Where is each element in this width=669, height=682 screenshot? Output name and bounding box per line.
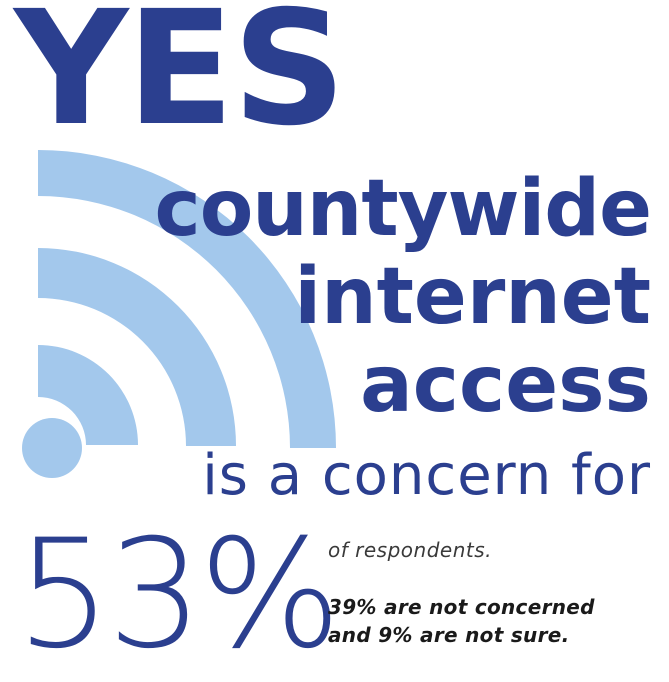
infographic: YES countywide internet access is a conc…	[14, 0, 652, 670]
wifi-icon	[22, 150, 336, 478]
headline-internet: internet	[294, 252, 651, 342]
wifi-arc-middle	[38, 248, 236, 446]
stat-note-line1: 39% are not concerned	[328, 595, 595, 619]
headline-yes: YES	[14, 0, 346, 161]
wifi-arc-inner	[38, 345, 138, 445]
stat-note-line2: and 9% are not sure.	[328, 623, 570, 647]
wifi-dot	[22, 418, 82, 478]
headline-access: access	[360, 340, 651, 430]
headline-concern: is a concern for	[202, 443, 651, 508]
stat-label: of respondents.	[328, 538, 492, 562]
stat-percent: 53%	[16, 508, 341, 682]
wifi-arc-outer	[38, 150, 336, 448]
headline-countywide: countywide	[154, 164, 652, 254]
